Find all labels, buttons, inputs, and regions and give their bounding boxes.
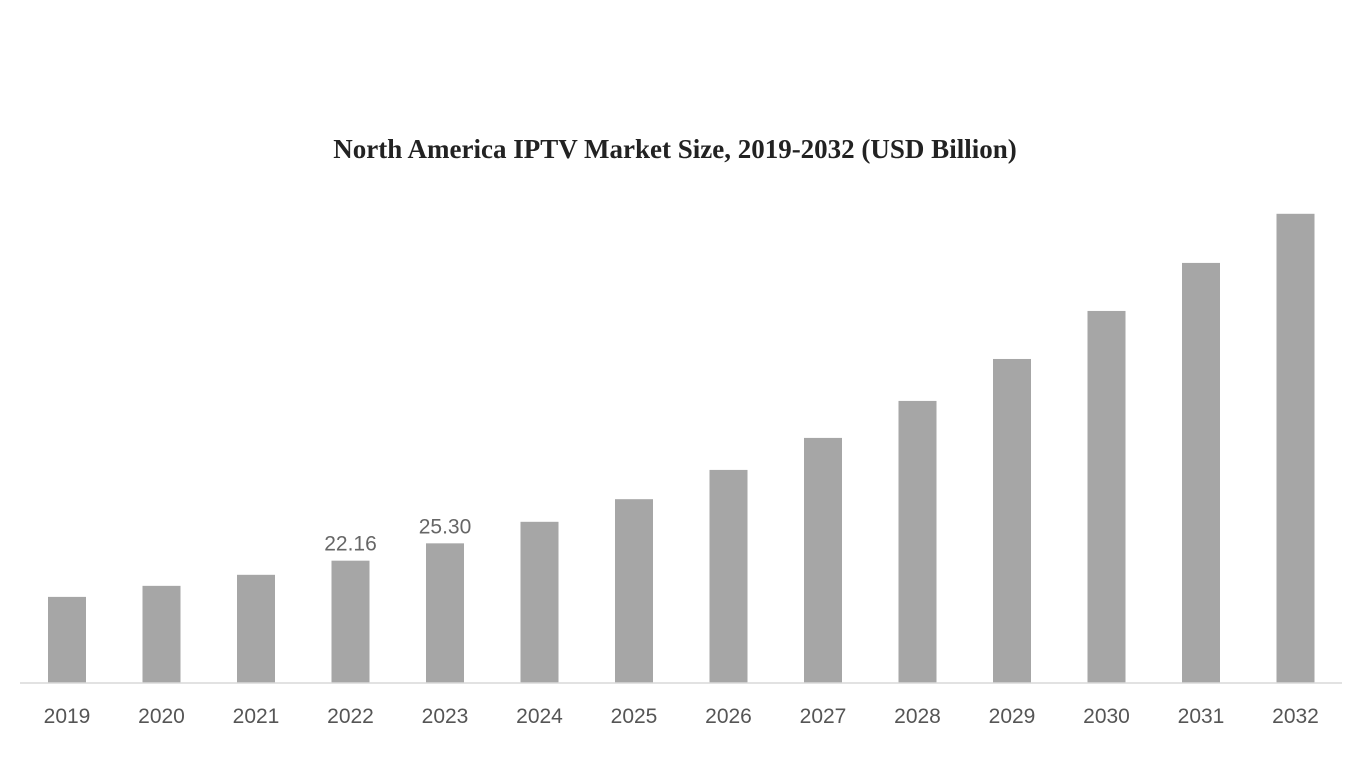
bar-2025	[615, 499, 653, 683]
x-tick-label: 2022	[327, 705, 374, 728]
bar-2020	[142, 585, 181, 683]
bar-2019	[48, 596, 86, 683]
x-tick-label: 2029	[989, 705, 1036, 728]
bar-2021	[237, 574, 275, 683]
chart-title: North America IPTV Market Size, 2019-203…	[333, 134, 1016, 164]
bar-2032	[1276, 213, 1315, 684]
x-tick-label: 2019	[44, 705, 91, 728]
data-label: 25.30	[419, 515, 472, 538]
x-tick-label: 2030	[1083, 705, 1130, 728]
bar-2024	[520, 521, 559, 683]
x-tick-label: 2032	[1272, 705, 1319, 728]
bar-2023	[426, 543, 464, 683]
x-tick-label: 2025	[611, 705, 658, 728]
bar-2027	[804, 437, 842, 683]
x-tick-label: 2031	[1178, 705, 1225, 728]
bar-2026	[709, 469, 748, 683]
bar-2031	[1182, 262, 1220, 683]
x-tick-label: 2021	[233, 705, 280, 728]
bar-2030	[1087, 310, 1126, 683]
x-tick-label: 2020	[138, 705, 185, 728]
x-tick-label: 2024	[516, 705, 563, 728]
x-tick-label: 2026	[705, 705, 752, 728]
data-label: 22.16	[324, 533, 377, 556]
bar-2022	[331, 560, 370, 683]
x-tick-label: 2027	[800, 705, 847, 728]
x-tick-label: 2023	[422, 705, 469, 728]
bar-2029	[993, 358, 1031, 683]
x-tick-label: 2028	[894, 705, 941, 728]
bar-2028	[898, 400, 937, 683]
